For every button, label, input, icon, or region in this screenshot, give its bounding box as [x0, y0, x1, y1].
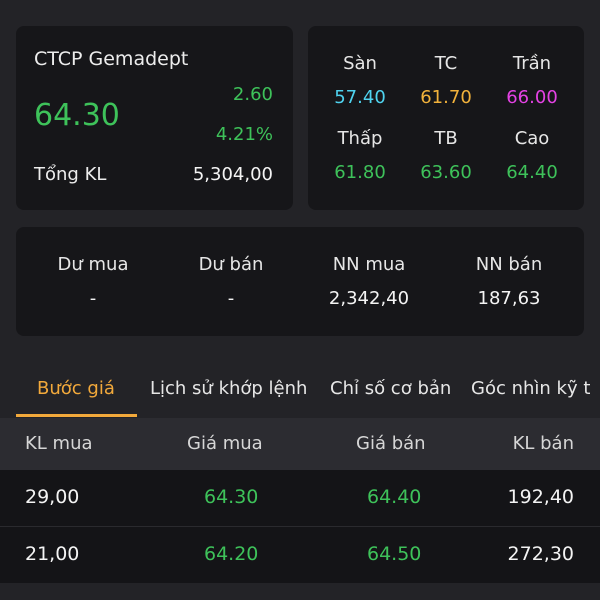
ask-volume-cell: 192,40: [507, 486, 574, 508]
reference-value: 61.70: [420, 87, 472, 108]
header-ask-price: Giá bán: [356, 433, 426, 454]
average-value: 63.60: [420, 162, 472, 183]
ceiling-value: 66.00: [506, 87, 558, 108]
low-label: Thấp: [337, 128, 383, 149]
low-value: 61.80: [334, 162, 386, 183]
foreign-sell-label: NN bán: [475, 254, 543, 275]
stock-summary-card: CTCP Gemadept 64.30 2.60 4.21% Tổng KL 5…: [16, 26, 293, 210]
tab-bar: Bước giá Lịch sử khớp lệnh Chỉ số cơ bản…: [0, 366, 600, 419]
stock-name: CTCP Gemadept: [34, 48, 189, 70]
table-row: 29,00 64.30 64.40 192,40: [0, 470, 600, 526]
price-change: 2.60: [232, 84, 273, 105]
reference-label: TC: [434, 53, 458, 74]
high-label: Cao: [514, 128, 550, 149]
tab-fundamentals[interactable]: Chỉ số cơ bản: [330, 378, 452, 399]
active-tab-indicator: [16, 414, 137, 417]
header-bid-price: Giá mua: [187, 433, 263, 454]
stock-price: 64.30: [34, 98, 120, 133]
bid-price-cell: 64.30: [204, 486, 259, 508]
floor-label: Sàn: [343, 53, 377, 74]
foreign-buy-value: 2,342,40: [328, 288, 410, 309]
order-summary-card: Dư mua - Dư bán - NN mua 2,342,40 NN bán…: [16, 227, 584, 336]
foreign-sell-value: 187,63: [477, 288, 541, 309]
bid-volume-cell: 29,00: [25, 486, 80, 508]
average-label: TB: [434, 128, 458, 149]
header-bid-volume: KL mua: [25, 433, 93, 454]
order-book-header: KL mua Giá mua Giá bán KL bán: [0, 418, 600, 470]
total-volume-label: Tổng KL: [34, 164, 107, 185]
bid-price-cell: 64.20: [204, 543, 259, 565]
table-row: 21,00 64.20 64.50 272,30: [0, 527, 600, 583]
tab-price-steps[interactable]: Bước giá: [37, 378, 115, 399]
bid-volume-cell: 21,00: [25, 543, 80, 565]
price-change-percent: 4.21%: [215, 124, 273, 145]
tab-technical-view[interactable]: Góc nhìn kỹ t: [471, 378, 591, 399]
ceiling-label: Trần: [512, 53, 552, 74]
foreign-buy-label: NN mua: [332, 254, 406, 275]
ask-price-cell: 64.40: [367, 486, 422, 508]
bid-surplus-label: Dư mua: [57, 254, 129, 275]
row-divider: [0, 526, 600, 527]
ask-surplus-value: -: [227, 288, 235, 309]
ask-volume-cell: 272,30: [507, 543, 574, 565]
bid-surplus-value: -: [89, 288, 97, 309]
ask-price-cell: 64.50: [367, 543, 422, 565]
tab-match-history[interactable]: Lịch sử khớp lệnh: [150, 378, 308, 399]
price-levels-card: Sàn 57.40 TC 61.70 Trần 66.00 Thấp 61.80…: [308, 26, 584, 210]
total-volume-value: 5,304,00: [192, 164, 273, 185]
floor-value: 57.40: [334, 87, 386, 108]
ask-surplus-label: Dư bán: [198, 254, 264, 275]
header-ask-volume: KL bán: [512, 433, 574, 454]
high-value: 64.40: [506, 162, 558, 183]
